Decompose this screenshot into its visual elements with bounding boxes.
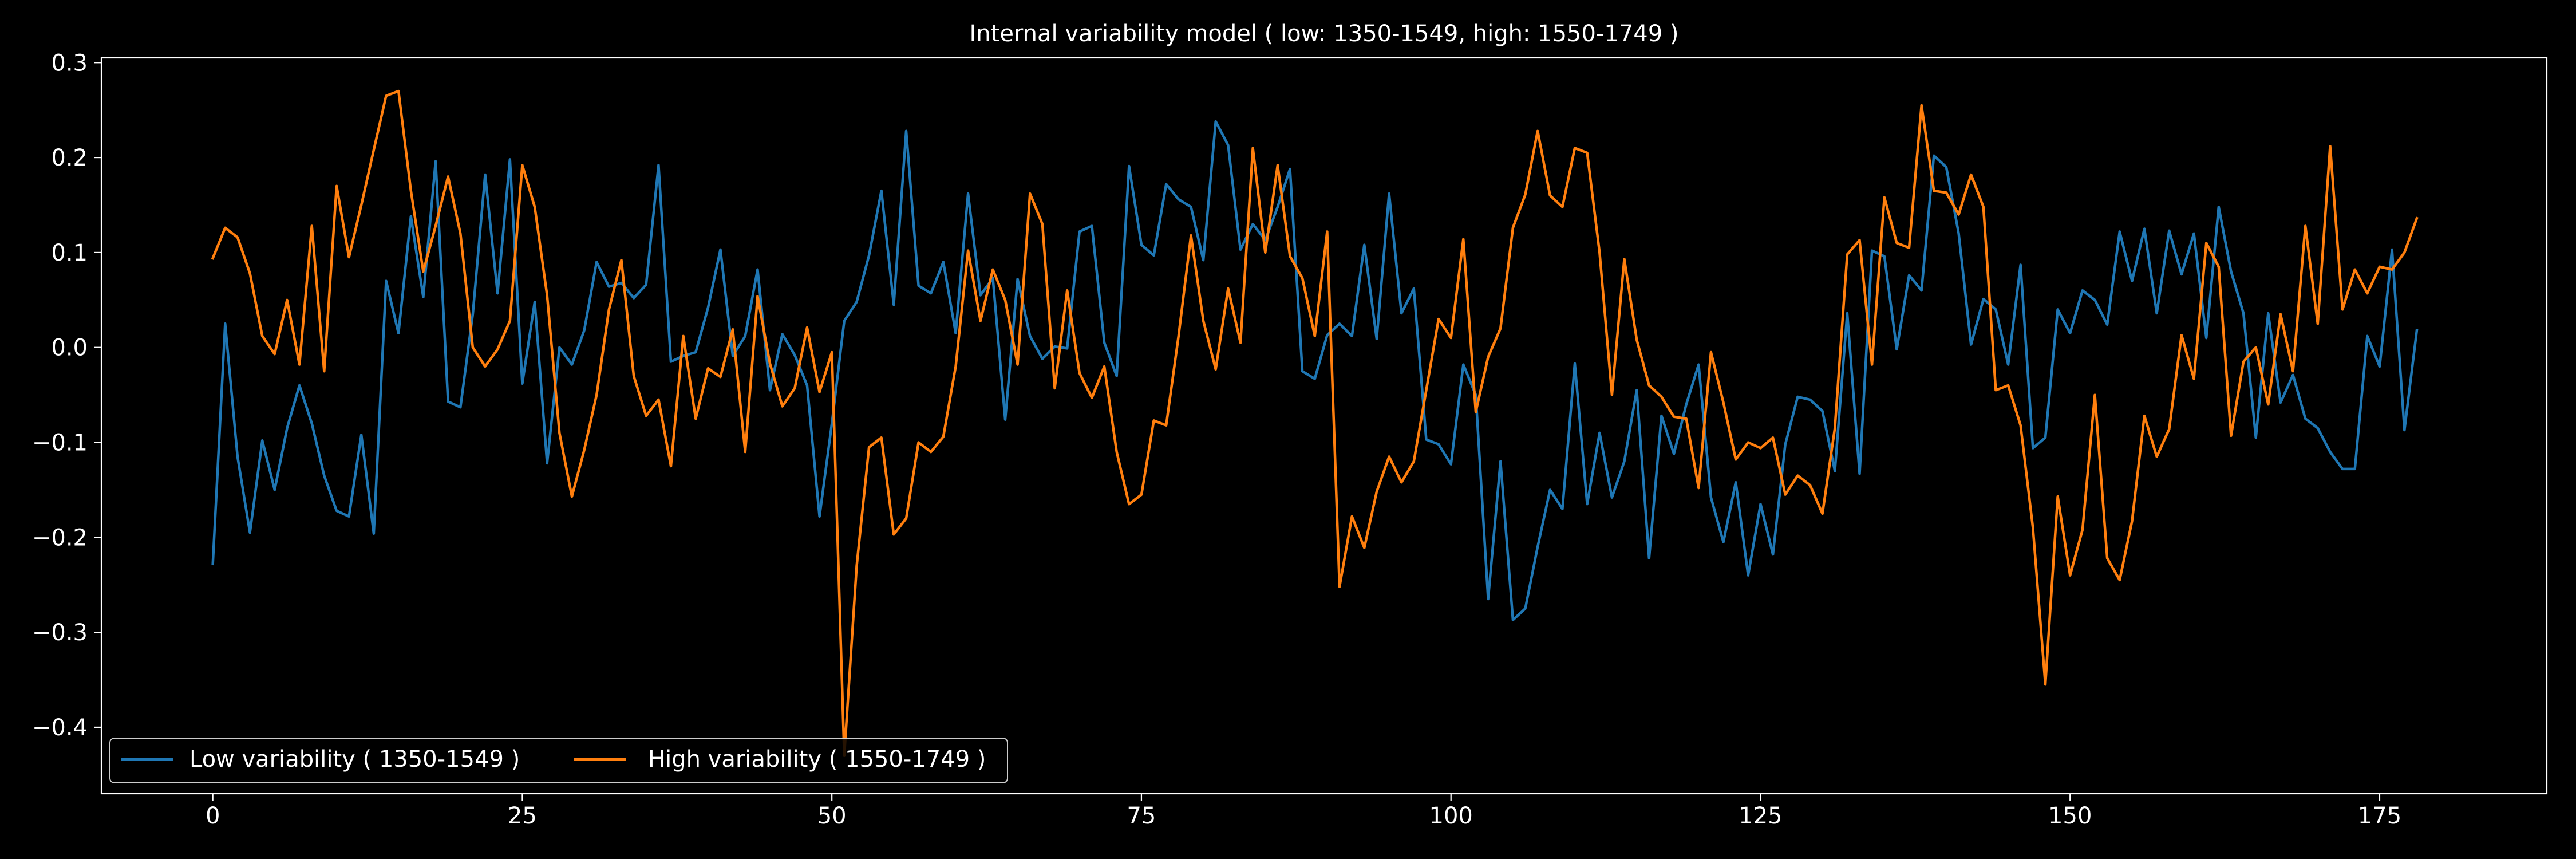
x-tick-label: 150 bbox=[2048, 803, 2092, 829]
y-tick-label: −0.4 bbox=[32, 715, 88, 741]
x-tick-label: 25 bbox=[508, 803, 537, 829]
legend-box bbox=[109, 738, 1008, 783]
y-tick-label: 0.3 bbox=[51, 50, 88, 76]
x-tick-label: 75 bbox=[1127, 803, 1156, 829]
y-tick-label: 0.2 bbox=[51, 145, 88, 171]
series-line-high-variability bbox=[211, 89, 2419, 757]
series-line-low-variability bbox=[211, 120, 2419, 621]
x-tick-label: 175 bbox=[2358, 803, 2401, 829]
y-tick-label: −0.2 bbox=[32, 525, 88, 551]
axes-frame bbox=[100, 57, 2548, 795]
legend-label-low-variability: Low variability ( 1350-1549 ) bbox=[189, 746, 520, 773]
y-tick-label: 0.0 bbox=[51, 335, 88, 361]
x-axis: 0 25 50 75 100 125 150 175 bbox=[206, 794, 2401, 829]
x-tick-label: 100 bbox=[1429, 803, 1473, 829]
y-tick-label: −0.3 bbox=[32, 620, 88, 646]
x-tick-label: 125 bbox=[1739, 803, 1782, 829]
y-tick-label: −0.1 bbox=[32, 430, 88, 456]
x-tick-label: 50 bbox=[817, 803, 847, 829]
legend: Low variability ( 1350-1549 ) High varia… bbox=[109, 738, 1008, 783]
y-axis: −0.4 −0.3 −0.2 −0.1 0.0 0.1 0.2 0.3 bbox=[32, 50, 101, 741]
chart-title: Internal variability model ( low: 1350-1… bbox=[969, 21, 1678, 47]
x-tick-label: 0 bbox=[206, 803, 220, 829]
y-tick-label: 0.1 bbox=[51, 240, 88, 266]
series-layer bbox=[211, 89, 2419, 757]
legend-label-high-variability: High variability ( 1550-1749 ) bbox=[648, 746, 986, 773]
